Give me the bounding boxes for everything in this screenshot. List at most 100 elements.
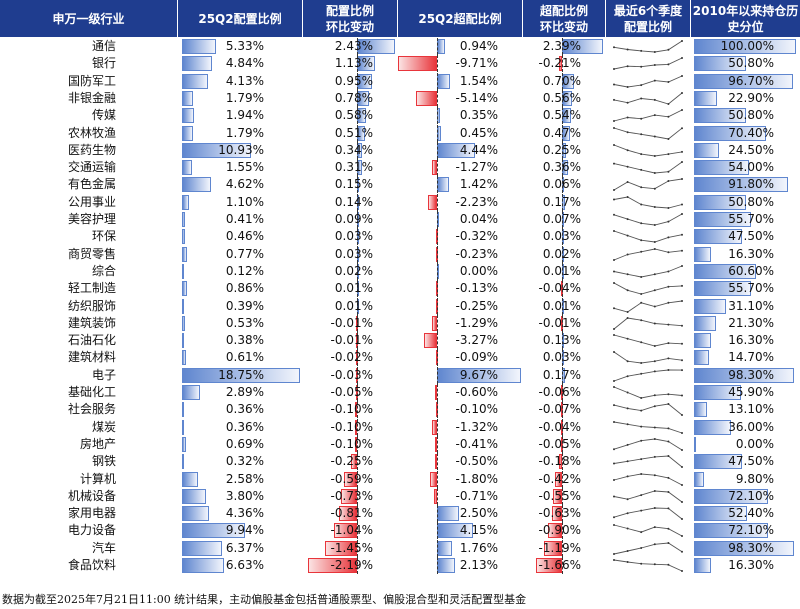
over-change-cell: 0.25% (523, 141, 605, 159)
trend-point (640, 168, 643, 171)
trend-point (626, 289, 629, 292)
over-change-axis (562, 366, 563, 384)
percentile-cell: 13.10% (692, 401, 798, 418)
alloc-value: 9.94% (225, 523, 264, 538)
trend-point (653, 289, 656, 292)
over-weight-value: -1.29% (455, 315, 498, 330)
trend-point (681, 368, 683, 371)
trend-point (653, 370, 656, 373)
trend-sparkline (613, 541, 683, 555)
over-change-axis (562, 38, 563, 55)
table-row: 银行 4.84% 1.13% -9.71% -0.21% 50.80% (0, 55, 800, 73)
over-change-cell: 0.70% (523, 72, 605, 90)
trend-line (613, 40, 683, 53)
table-row: 钢铁 0.32% -0.25% -0.50% -0.18% 47.50% (0, 453, 800, 471)
percentile-value: 91.80% (728, 177, 774, 192)
trend-sparkline (613, 57, 683, 71)
trend-point (681, 150, 683, 153)
over-change-cell: 0.17% (523, 193, 605, 211)
alloc-change-axis (357, 435, 358, 453)
industry-name: 基础化工 (67, 385, 116, 399)
alloc-change-axis (357, 539, 358, 557)
over-weight-bar (423, 333, 437, 349)
alloc-cell: 5.33% (180, 38, 302, 55)
alloc-value: 3.80% (225, 488, 264, 503)
trend-point (613, 334, 615, 337)
alloc-cell: 6.37% (180, 540, 302, 557)
trend-point (681, 285, 683, 288)
over-change-axis (562, 211, 563, 228)
trend-point (667, 342, 670, 345)
over-weight-bar (431, 315, 437, 331)
over-weight-cell: -0.41% (398, 435, 522, 453)
alloc-cell: 1.10% (180, 194, 302, 211)
over-change-value: -1.19% (538, 540, 581, 555)
alloc-cell: 18.75% (180, 367, 302, 384)
alloc-change-value: 0.02% (334, 263, 373, 278)
over-change-cell: 0.54% (523, 107, 605, 125)
alloc-change-value: -0.01% (330, 333, 373, 348)
trend-point (681, 57, 683, 60)
over-change-axis (562, 453, 563, 471)
table-row: 机械设备 3.80% -0.73% -0.71% -0.55% 72.10% (0, 487, 800, 505)
over-weight-axis (437, 89, 438, 107)
percentile-bar (694, 39, 796, 54)
alloc-bar (182, 454, 184, 470)
trend-point (653, 135, 656, 137)
alloc-value: 0.86% (225, 281, 264, 296)
over-change-value: 0.06% (542, 177, 581, 192)
over-weight-axis (437, 384, 438, 401)
industry-name: 美容护理 (67, 212, 116, 226)
trend-point (667, 393, 670, 396)
over-weight-value: 4.15% (459, 523, 498, 538)
over-change-bar (553, 488, 562, 504)
table-row: 通信 5.33% 2.43% 0.94% 2.39% 100.00% (0, 38, 800, 55)
over-change-cell: 0.03% (523, 228, 605, 246)
alloc-cell: 6.63% (180, 557, 302, 574)
alloc-change-axis (357, 107, 358, 125)
alloc-change-cell: 0.31% (303, 159, 397, 177)
trend-point (640, 458, 643, 461)
alloc-change-cell: 2.43% (303, 38, 397, 55)
alloc-cell: 0.86% (180, 280, 302, 297)
over-weight-value: 0.94% (459, 39, 498, 53)
alloc-change-cell: 0.95% (303, 72, 397, 90)
over-weight-value: -0.60% (455, 385, 498, 399)
alloc-cell: 0.41% (180, 211, 302, 228)
alloc-cell: 2.58% (180, 471, 302, 488)
trend-point (626, 253, 629, 256)
trend-sparkline (613, 351, 683, 365)
over-change-cell: -0.06% (523, 384, 605, 401)
alloc-change-axis (357, 332, 358, 350)
alloc-change-value: 0.31% (334, 160, 373, 175)
trend-cell (606, 298, 690, 315)
alloc-cell: 0.61% (180, 349, 302, 366)
trend-point (626, 65, 629, 68)
over-change-bar (552, 506, 562, 522)
alloc-change-value: -2.19% (330, 558, 373, 572)
alloc-change-axis (357, 418, 358, 436)
over-change-value: 0.17% (542, 367, 581, 382)
trend-cell (606, 73, 690, 90)
trend-point (613, 83, 615, 86)
trend-point (681, 161, 683, 164)
trend-sparkline (613, 74, 683, 88)
over-change-value: 0.36% (542, 160, 581, 175)
over-change-axis (562, 384, 563, 401)
percentile-cell: 22.90% (692, 90, 798, 107)
over-change-value: -0.21% (538, 56, 581, 71)
percentile-cell: 98.30% (692, 367, 798, 384)
trend-point (640, 203, 643, 206)
table-row: 汽车 6.37% -1.45% 1.76% -1.19% 98.30% (0, 539, 800, 557)
percentile-cell: 70.40% (692, 125, 798, 142)
percentile-cell: 50.80% (692, 107, 798, 124)
trend-point (667, 152, 670, 155)
alloc-bar (182, 56, 213, 72)
alloc-bar (182, 263, 184, 279)
header-over: 25Q2超配比例 (398, 0, 522, 37)
alloc-bar (182, 385, 201, 400)
alloc-change-cell: 0.01% (303, 297, 397, 315)
trend-point (626, 273, 629, 276)
trend-point (681, 359, 683, 362)
over-weight-axis (437, 55, 438, 73)
